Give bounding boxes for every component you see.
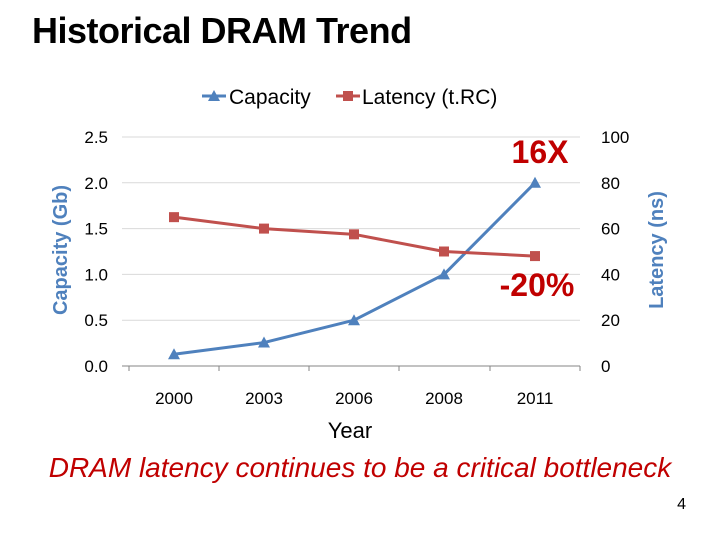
x-tick-label: 2008 bbox=[425, 389, 463, 408]
y-left-tick-label: 2.5 bbox=[84, 128, 108, 147]
capacity-point bbox=[438, 268, 450, 280]
annotation-latency-reduction: -20% bbox=[500, 267, 575, 303]
y-left-tick-label: 2.0 bbox=[84, 174, 108, 193]
latency-t-rc-point bbox=[439, 246, 449, 257]
y-right-tick-label: 20 bbox=[601, 311, 620, 330]
dram-trend-chart: 0.0 0.5 1.0 1.5 2.0 2.5 0 20 40 60 80 100 2000 2003 20… bbox=[50, 86, 668, 443]
slide-caption: DRAM latency continues to be a critical … bbox=[48, 452, 672, 483]
x-tick-label: 2006 bbox=[335, 389, 373, 408]
latency-t-rc-point bbox=[169, 212, 179, 223]
y-left-tick-label: 0.5 bbox=[84, 311, 108, 330]
y-left-tick-label: 1.0 bbox=[84, 265, 108, 284]
x-axis-title: Year bbox=[328, 418, 372, 443]
legend-label-capacity: Capacity bbox=[229, 86, 311, 109]
latency-t-rc-point bbox=[349, 229, 359, 240]
y-right-tick-label: 100 bbox=[601, 128, 629, 147]
page-number: 4 bbox=[677, 496, 686, 513]
slide-title: Historical DRAM Trend bbox=[32, 10, 412, 51]
annotation-capacity-growth: 16X bbox=[512, 134, 570, 170]
y-left-axis-title: Capacity (Gb) bbox=[50, 185, 72, 315]
x-tick-label: 2011 bbox=[517, 389, 554, 408]
y-right-tick-label: 40 bbox=[601, 265, 620, 284]
legend-marker-latency-t-rc bbox=[343, 91, 353, 101]
capacity-point bbox=[168, 348, 180, 360]
y-right-tick-label: 60 bbox=[601, 220, 620, 239]
legend-label-latency-t-rc: Latency (t.RC) bbox=[362, 86, 497, 109]
y-right-axis-title: Latency (ns) bbox=[646, 191, 668, 309]
legend-marker-capacity bbox=[208, 90, 220, 101]
capacity-series-line bbox=[173, 181, 537, 356]
x-tick-label: 2003 bbox=[245, 389, 283, 408]
capacity-point bbox=[529, 176, 541, 188]
latency-t-rc-point bbox=[530, 251, 540, 262]
capacity-point bbox=[348, 314, 360, 326]
capacity-point bbox=[258, 336, 270, 348]
latency-t-rc-point bbox=[259, 223, 269, 234]
y-right-tick-label: 0 bbox=[601, 357, 610, 376]
y-left-tick-label: 1.5 bbox=[84, 220, 108, 239]
y-left-tick-label: 0.0 bbox=[84, 357, 108, 376]
x-tick-label: 2000 bbox=[155, 389, 193, 408]
y-right-tick-label: 80 bbox=[601, 174, 620, 193]
